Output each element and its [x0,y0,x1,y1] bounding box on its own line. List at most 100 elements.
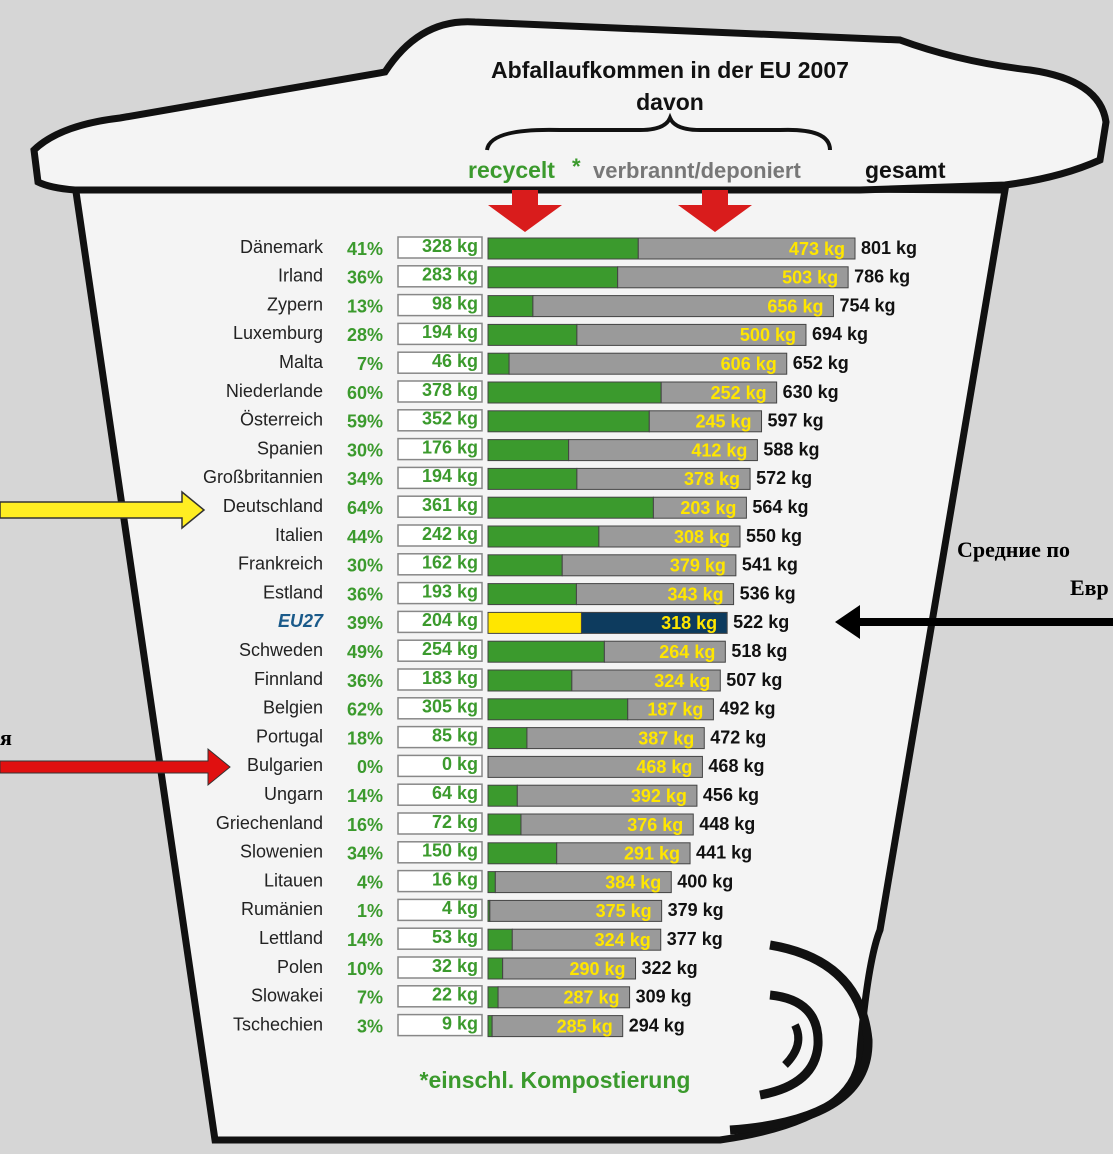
bar [488,987,498,1008]
chart-title: Abfallaufkommen in der EU 2007 [491,57,849,83]
percent-label: 64% [347,498,383,518]
bar [488,958,503,979]
percent-label: 16% [347,815,383,835]
total-label: 786 kg [854,267,910,287]
value-label: 176 kg [422,437,478,457]
percent-label: 62% [347,700,383,720]
bar [488,296,533,317]
category-label: Rumänien [241,899,323,919]
total-label: 522 kg [733,612,789,632]
bar [488,411,649,432]
bar [488,641,604,662]
category-label: Tschechien [233,1014,323,1034]
percent-label: 7% [357,988,383,1008]
category-label: Dänemark [240,237,324,257]
total-label: 456 kg [703,785,759,805]
bar-label: 392 kg [631,786,687,806]
category-label: Lettland [259,928,323,948]
total-label: 597 kg [768,411,824,431]
category-label: Slowakei [251,986,323,1006]
bar [488,267,618,288]
bar-label: 387 kg [638,728,694,748]
bar-label: 500 kg [740,325,796,345]
category-label: Niederlande [226,381,323,401]
bar-label: 473 kg [789,239,845,259]
percent-label: 49% [347,642,383,662]
percent-label: 39% [347,613,383,633]
value-label: 0 kg [442,754,478,774]
total-label: 309 kg [636,987,692,1007]
percent-label: 44% [347,527,383,547]
category-label: Deutschland [223,496,323,516]
total-label: 492 kg [719,699,775,719]
percent-label: 34% [347,844,383,864]
annotation: я [0,725,12,750]
value-label: 16 kg [432,869,478,889]
percent-label: 14% [347,786,383,806]
chart: Средние по Евр я Abfallaufkommen in der … [0,0,1113,1154]
total-label: 536 kg [740,583,796,603]
total-label: 448 kg [699,814,755,834]
total-label: 294 kg [629,1015,685,1035]
bar-label: 252 kg [711,383,767,403]
total-label: 694 kg [812,324,868,344]
bar-label: 378 kg [684,469,740,489]
value-label: 22 kg [432,985,478,1005]
subtitle: davon [636,89,704,115]
bar [488,612,581,633]
bar [488,814,521,835]
bar [488,670,572,691]
bar [488,440,569,461]
bar-label: 384 kg [605,872,661,892]
category-label: Portugal [256,726,323,746]
bar [488,382,661,403]
annotation: Евр [1070,575,1109,600]
category-label: Belgien [263,698,323,718]
total-label: 754 kg [839,295,895,315]
bar-label: 291 kg [624,844,680,864]
percent-label: 4% [357,872,383,892]
category-label: Litauen [264,870,323,890]
value-label: 242 kg [422,524,478,544]
total-label: 652 kg [793,353,849,373]
total-label: 550 kg [746,526,802,546]
bar [488,843,557,864]
percent-label: 14% [347,930,383,950]
bar-label: 287 kg [564,988,620,1008]
bar [488,584,576,605]
category-label: Schweden [239,640,323,660]
total-label: 377 kg [667,929,723,949]
category-label: Malta [279,352,324,372]
value-label: 193 kg [422,581,478,601]
total-label: 588 kg [763,439,819,459]
bar [488,699,628,720]
percent-label: 36% [347,268,383,288]
value-label: 32 kg [432,956,478,976]
percent-label: 1% [357,901,383,921]
percent-label: 30% [347,556,383,576]
bar-label: 290 kg [569,959,625,979]
value-label: 378 kg [422,380,478,400]
percent-label: 18% [347,728,383,748]
category-label: Luxemburg [233,323,323,343]
value-label: 85 kg [432,725,478,745]
value-label: 162 kg [422,553,478,573]
bar-label: 318 kg [661,613,717,633]
bar [488,324,577,345]
total-label: 518 kg [731,641,787,661]
total-label: 507 kg [726,670,782,690]
category-label: Ungarn [264,784,323,804]
category-label: Griechenland [216,813,323,833]
bar [488,785,517,806]
value-label: 98 kg [432,293,478,313]
bar-label: 343 kg [668,584,724,604]
category-label: Estland [263,582,323,602]
total-label: 468 kg [708,756,764,776]
legend-mark: * [572,154,581,179]
percent-label: 30% [347,440,383,460]
category-label: Polen [277,957,323,977]
bar [488,526,599,547]
percent-label: 7% [357,354,383,374]
value-label: 150 kg [422,841,478,861]
bar-label: 308 kg [674,527,730,547]
